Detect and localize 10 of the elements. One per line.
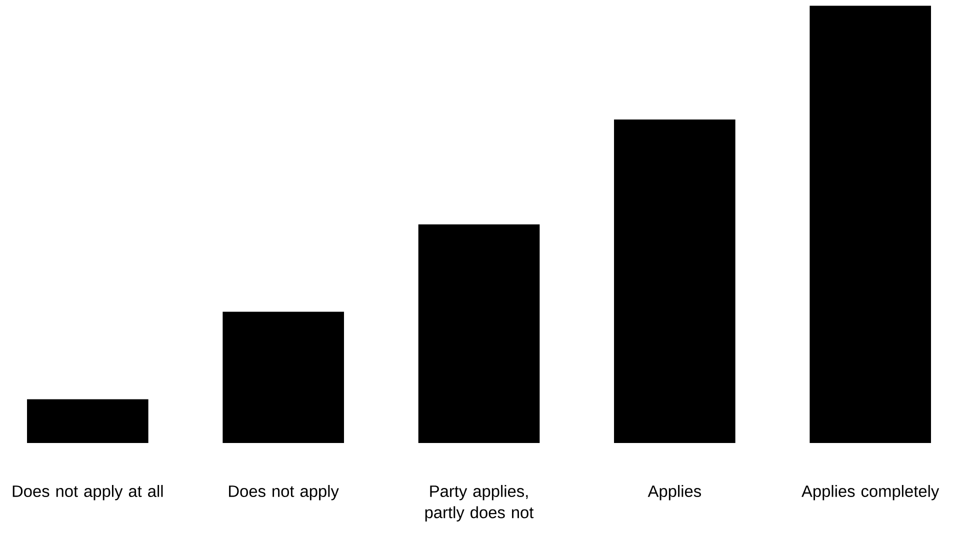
- bar: [418, 224, 540, 444]
- x-tick-label: Applies completely: [802, 485, 940, 500]
- x-tick-label: Applies: [648, 485, 701, 500]
- x-tick-label: Party applies, partly does not: [425, 485, 534, 522]
- x-tick-label: Does not apply at all: [12, 485, 163, 500]
- bar: [27, 399, 148, 444]
- bar: [810, 6, 931, 444]
- bar: [222, 312, 344, 444]
- x-tick-label: Does not apply: [229, 485, 339, 500]
- bar: [614, 120, 736, 444]
